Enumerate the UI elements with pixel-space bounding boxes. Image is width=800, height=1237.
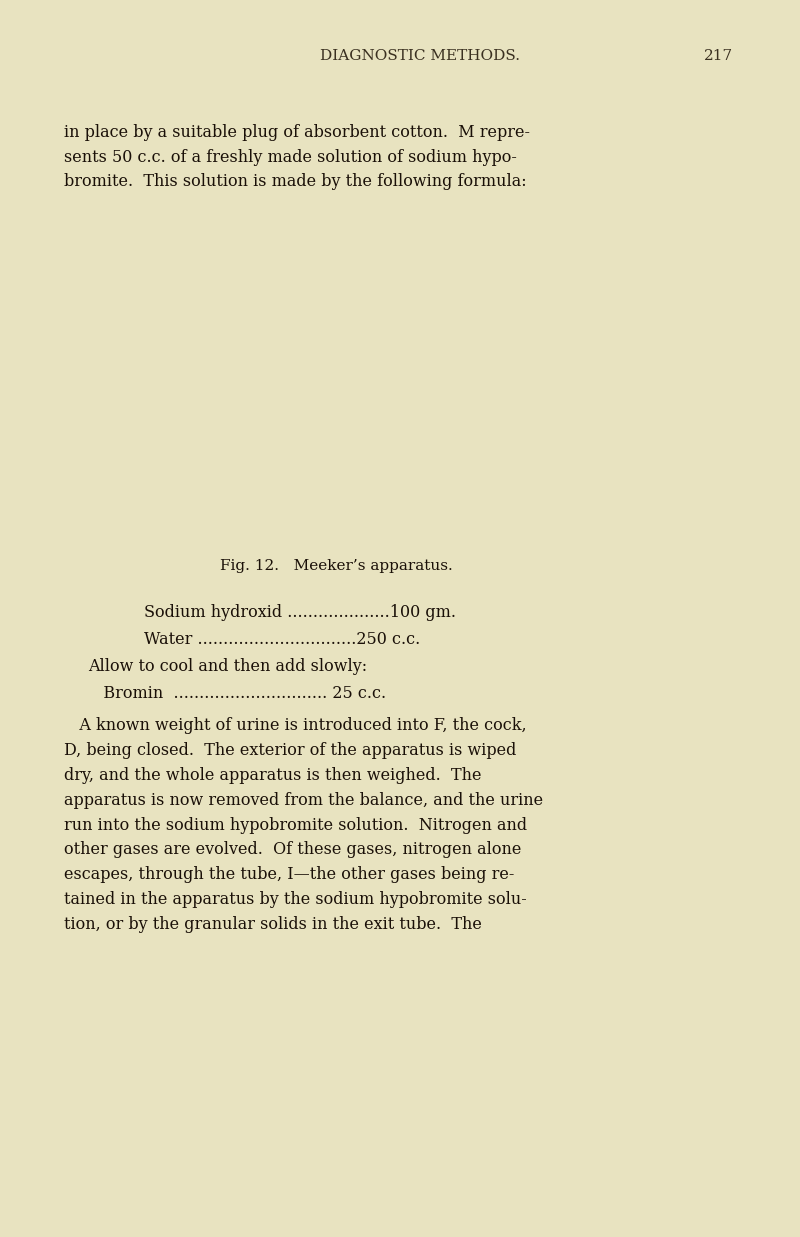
- Text: in place by a suitable plug of absorbent cotton.  M repre-
sents 50 c.c. of a fr: in place by a suitable plug of absorbent…: [64, 124, 530, 190]
- Text: DIAGNOSTIC METHODS.: DIAGNOSTIC METHODS.: [320, 49, 520, 63]
- Text: Sodium hydroxid ....................100 gm.: Sodium hydroxid ....................100 …: [144, 604, 456, 621]
- Text: Allow to cool and then add slowly:: Allow to cool and then add slowly:: [88, 658, 367, 675]
- Text: 217: 217: [704, 49, 733, 63]
- Text: A known weight of urine is introduced into F, the cock,
D, being closed.  The ex: A known weight of urine is introduced in…: [64, 717, 543, 933]
- Text: Bromin  .............................. 25 c.c.: Bromin .............................. 25…: [88, 685, 386, 703]
- Text: Fig. 12.   Meeker’s apparatus.: Fig. 12. Meeker’s apparatus.: [220, 559, 452, 573]
- Text: Water ...............................250 c.c.: Water ...............................250…: [144, 631, 420, 648]
